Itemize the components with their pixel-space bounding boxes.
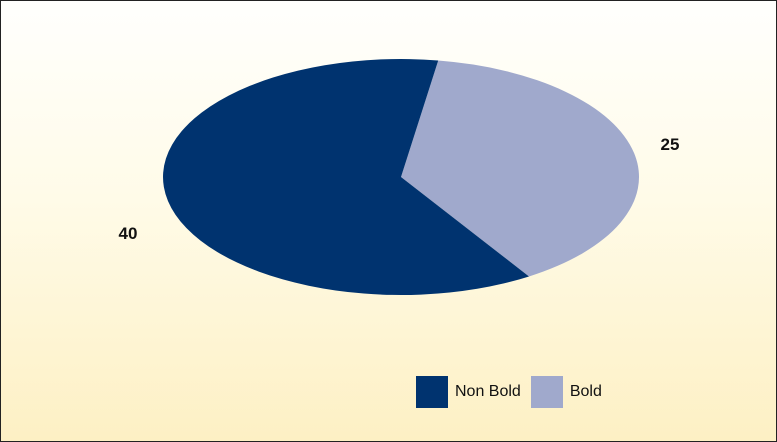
legend-swatch-bold xyxy=(530,376,563,408)
legend-item-bold: Bold xyxy=(530,376,602,408)
pie-slice-bold xyxy=(401,60,640,277)
legend: Non Bold Bold xyxy=(416,376,612,408)
legend-swatch-non-bold xyxy=(416,376,448,408)
data-label-bold: 25 xyxy=(661,135,680,154)
legend-item-non-bold: Non Bold xyxy=(416,376,521,408)
legend-label-bold: Bold xyxy=(569,383,602,400)
data-label-non-bold: 40 xyxy=(119,224,138,243)
legend-label-non-bold: Non Bold xyxy=(455,383,521,400)
pie-slice-non-bold xyxy=(163,58,530,295)
